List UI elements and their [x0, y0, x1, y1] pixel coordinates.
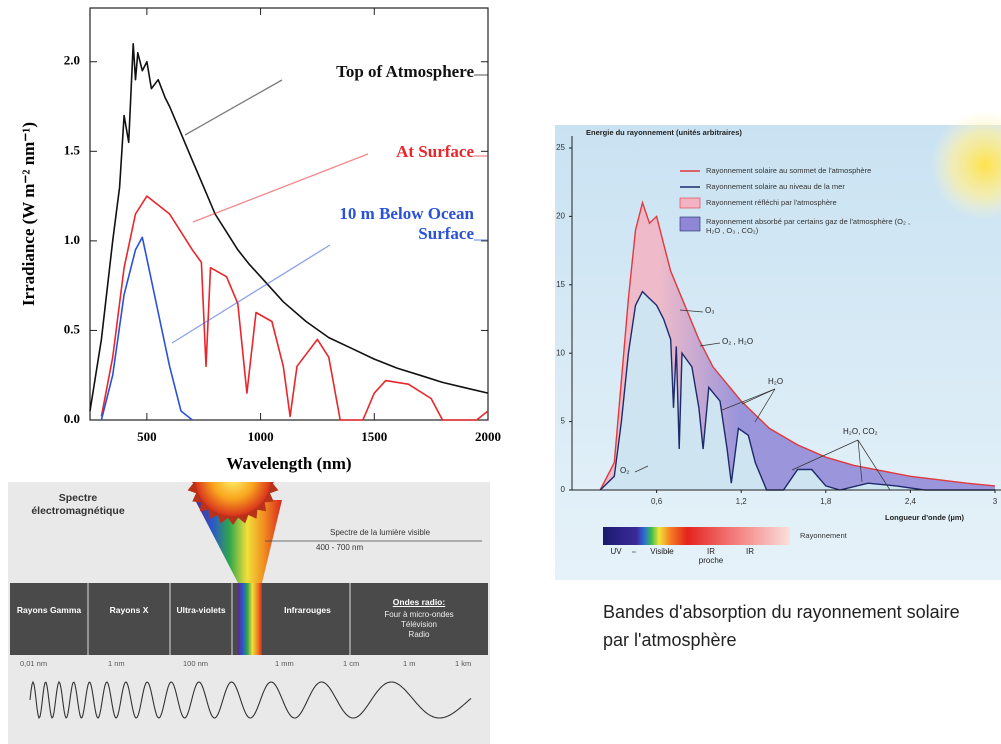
- x-tick-label: 0,6: [651, 497, 663, 506]
- x-tick-label: 500: [137, 429, 157, 444]
- x-tick-label: 1500: [361, 429, 387, 444]
- y-tick-label: 0.5: [64, 321, 81, 336]
- band-label: Rayons X: [88, 605, 170, 616]
- radio-title: Ondes radio:: [350, 597, 488, 607]
- radio-item: Télévision: [350, 620, 488, 629]
- legend-label: Rayonnement absorbé par certains gaz de …: [706, 217, 921, 235]
- x-tick-label: 3: [993, 497, 998, 506]
- scale-label: 0,01 nm: [20, 659, 47, 668]
- scale-label: 1 km: [455, 659, 471, 668]
- x-tick-label: 2,4: [905, 497, 917, 506]
- x-axis-label: Wavelength (nm): [226, 454, 351, 473]
- legend-swatch: [680, 198, 700, 208]
- scale-label: 1 nm: [108, 659, 125, 668]
- legend-label: Rayonnement réfléchi par l'atmosphère: [706, 198, 921, 207]
- annotation: O₂ , H₂O: [722, 337, 753, 346]
- sun: [195, 440, 271, 516]
- radio-item: Radio: [350, 630, 488, 639]
- band-label: IR: [740, 547, 760, 556]
- y-tick-label: 5: [561, 417, 566, 426]
- visible-range: 400 - 700 nm: [316, 543, 363, 552]
- series-label: At Surface: [300, 142, 474, 162]
- radio-item: Four à micro-ondes: [350, 610, 488, 619]
- band-bar: [603, 527, 790, 545]
- y-tick-label: 10: [556, 348, 565, 357]
- y-tick-label: 1.5: [64, 142, 81, 157]
- y-tick-label: 0: [561, 485, 566, 494]
- leader-line: [185, 80, 282, 135]
- visible-strip: [238, 583, 262, 655]
- page: 500 1000 1500 2000 0.0 0.5 1.0 1.5 2.0 Wavelength…: [0, 0, 1001, 744]
- y-tick-label: 2.0: [64, 53, 80, 68]
- legend-swatch: [680, 217, 700, 231]
- x-tick-label: 1,2: [736, 497, 748, 506]
- diagram-title: Spectre électromagnétique: [18, 492, 138, 518]
- band-label: Visible: [640, 547, 684, 556]
- annotation: O₂: [620, 466, 629, 475]
- series-label: Top of Atmosphere: [250, 62, 474, 82]
- band-label: IR proche: [697, 547, 725, 565]
- series-label: 10 m Below Ocean Surface: [300, 204, 474, 244]
- x-tick-label: 1000: [248, 429, 274, 444]
- band-label: Infrarouges: [265, 605, 350, 616]
- x-axis-label: Longueur d'onde (µm): [885, 513, 965, 522]
- band-caption: Rayonnement: [800, 531, 847, 540]
- y-tick-label: 20: [556, 212, 565, 221]
- band-label: Rayons Gamma: [10, 605, 88, 616]
- leader-line: [172, 245, 330, 343]
- legend-label: Rayonnement solaire au sommet de l'atmos…: [706, 166, 976, 175]
- y-tick-label: 15: [556, 280, 565, 289]
- caption: Bandes d'absorption du rayonnement solai…: [603, 598, 983, 654]
- chart-background: [555, 125, 1001, 580]
- scale-label: 1 cm: [343, 659, 359, 668]
- series-line: [101, 237, 192, 420]
- scale-label: 100 nm: [183, 659, 208, 668]
- y-tick-label: 1.0: [64, 232, 80, 247]
- band-label: Ultra-violets: [170, 605, 232, 616]
- visible-label: Spectre de la lumière visible: [330, 528, 430, 537]
- scale-label: 1 m: [403, 659, 416, 668]
- y-axis-label: Energie du rayonnement (unités arbitrair…: [586, 128, 742, 137]
- y-axis-label: Irradiance (W m⁻² nm⁻¹): [19, 122, 38, 306]
- x-tick-label: 2000: [475, 429, 501, 444]
- scale-label: 1 mm: [275, 659, 294, 668]
- band-label: UV: [606, 547, 626, 556]
- spectrum-diagram: [8, 431, 490, 744]
- annotation: H₂O: [768, 377, 783, 386]
- x-tick-label: 1,8: [820, 497, 832, 506]
- y-tick-label: 0.0: [64, 411, 80, 426]
- legend-label: Rayonnement solaire au niveau de la mer: [706, 182, 976, 191]
- y-tick-label: 25: [556, 143, 565, 152]
- annotation: H₂O, CO₂: [843, 427, 878, 436]
- annotation: O₃: [705, 306, 714, 315]
